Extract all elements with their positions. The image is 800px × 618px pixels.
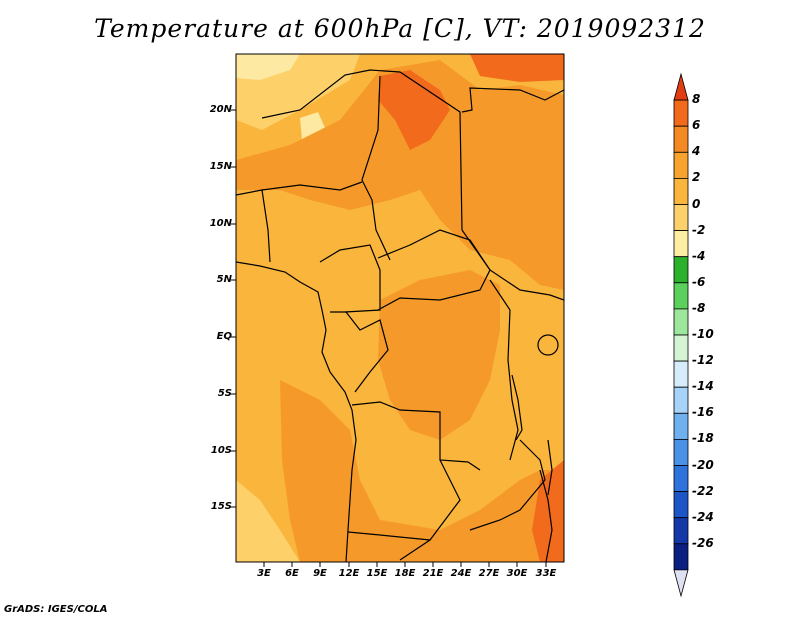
field-pale-northwest	[236, 54, 300, 80]
colorbar-top-arrow	[673, 72, 689, 101]
colorbar-label: -4	[692, 248, 706, 263]
colorbar-segment	[673, 282, 689, 310]
colorbar-segment	[673, 543, 689, 571]
temperature-field	[236, 54, 564, 562]
colorbar-label: -24	[692, 509, 714, 524]
border-chad-sudan	[361, 75, 391, 261]
colorbar-label: 8	[692, 92, 701, 107]
lon-label: 9E	[313, 568, 327, 579]
lon-label: 6E	[285, 568, 299, 579]
border-east-coast	[461, 87, 564, 113]
colorbar-segment	[673, 177, 689, 205]
colorbar-label: 2	[692, 170, 701, 185]
border-namibia	[347, 531, 431, 541]
colorbar-segment	[673, 438, 689, 466]
lon-label: 18E	[394, 568, 416, 579]
colorbar-label: -16	[692, 405, 714, 420]
lakes	[511, 334, 559, 496]
lat-label: 10S	[210, 445, 232, 456]
chart-title: Temperature at 600hPa [C], VT: 201909231…	[94, 14, 706, 43]
map-frame	[235, 53, 565, 563]
lat-label: 15S	[210, 501, 232, 512]
lon-label: 27E	[478, 568, 500, 579]
border-tanzania	[469, 439, 546, 531]
colorbar-label: 4	[692, 144, 701, 159]
colorbar-segment	[673, 308, 689, 336]
colorbar-segment	[673, 151, 689, 179]
colorbar-segment	[673, 204, 689, 232]
border-cameroon	[319, 244, 381, 313]
lake-tanganyika	[511, 374, 523, 441]
border-angola-drc	[351, 401, 481, 471]
colorbar-label: 0	[692, 196, 701, 211]
colorbar-segment	[673, 256, 689, 284]
colorbar-segment	[673, 465, 689, 493]
border-gabon-congo	[330, 311, 389, 393]
lat-label: EQ	[216, 331, 232, 342]
colorbar-bottom-arrow	[673, 569, 689, 598]
lon-label: 33E	[535, 568, 557, 579]
lat-label: 10N	[209, 218, 232, 229]
field-warm-south	[280, 380, 564, 562]
colorbar-label: -8	[692, 300, 706, 315]
colorbar-label: -20	[692, 457, 714, 472]
lake-victoria	[537, 334, 559, 356]
lon-label: 12E	[338, 568, 360, 579]
lat-label: 15N	[209, 161, 232, 172]
lat-label: 5N	[216, 274, 232, 285]
lon-label: 3E	[257, 568, 271, 579]
lat-label: 20N	[209, 104, 232, 115]
axis-ticks	[231, 109, 547, 567]
lon-label: 24E	[450, 568, 472, 579]
border-west-nigeria	[236, 189, 271, 263]
colorbar-segment	[673, 386, 689, 414]
colorbar-label: -14	[692, 379, 714, 394]
field-hot-northeast	[470, 54, 564, 82]
colorbar-segment	[673, 230, 689, 258]
colorbar-label: -18	[692, 431, 714, 446]
lon-label: 21E	[422, 568, 444, 579]
colorbar-segment	[673, 360, 689, 388]
colorbar-segment	[673, 99, 689, 127]
border-drc-east	[489, 279, 519, 461]
colorbar-label: -12	[692, 353, 714, 368]
colorbar-segment	[673, 334, 689, 362]
colorbar-segment	[673, 125, 689, 153]
colorbar-label: -6	[692, 274, 706, 289]
colorbar	[673, 72, 689, 598]
colorbar-label: 6	[692, 118, 701, 133]
lat-label: 5S	[217, 388, 232, 399]
field-hot-north	[378, 70, 450, 150]
coastline-west-africa	[236, 261, 357, 562]
colorbar-segment	[673, 412, 689, 440]
field-warm-sahel	[236, 60, 564, 290]
colorbar-label: -10	[692, 327, 714, 341]
credit-text: GrADS: IGES/COLA	[4, 604, 108, 615]
border-sudan-east	[461, 229, 564, 301]
border-mozambique	[539, 469, 553, 562]
lon-label: 15E	[366, 568, 388, 579]
border-sahara-north	[261, 69, 463, 231]
lon-label: 30E	[506, 568, 528, 579]
field-cool-atlantic	[236, 480, 300, 562]
colorbar-segment	[673, 517, 689, 545]
colorbar-segment	[673, 491, 689, 519]
border-niger-nigeria	[261, 181, 363, 191]
colorbar-label: -22	[692, 483, 714, 498]
border-zambia	[399, 459, 461, 561]
colorbar-label: -26	[692, 535, 714, 550]
country-borders	[236, 69, 564, 562]
colorbar-label: -2	[692, 222, 706, 237]
field-warm-congo	[378, 270, 500, 440]
lake-malawi	[547, 439, 553, 496]
